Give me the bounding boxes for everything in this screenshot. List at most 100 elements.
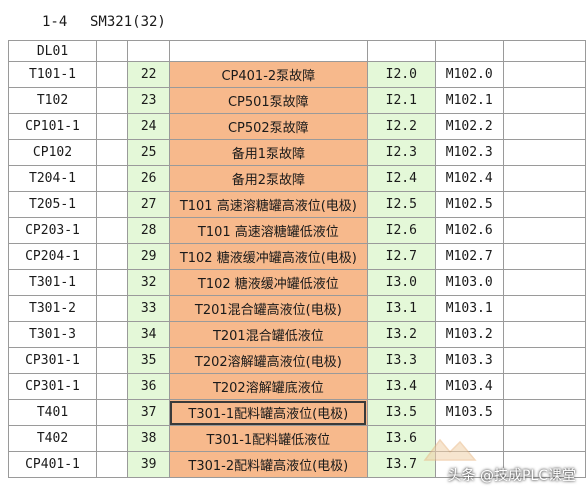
table-row: T402 38 T301-1配料罐低液位 I3.6	[8, 425, 586, 452]
spacer-cell	[95, 425, 129, 452]
tag-cell: CP301-1	[8, 373, 97, 400]
spacer-cell	[95, 269, 129, 296]
memory-address-cell: M102.2	[434, 113, 504, 140]
blank-cell	[502, 40, 586, 62]
input-address-cell: I3.4	[366, 373, 436, 400]
spacer-cell	[95, 61, 129, 88]
description-cell: T202溶解罐高液位(电极)	[168, 347, 368, 374]
spacer-cell	[95, 165, 129, 192]
index-cell: 39	[127, 451, 170, 478]
index-cell: 34	[127, 321, 170, 348]
input-address-cell: I3.3	[366, 347, 436, 374]
memory-address-cell: M103.4	[434, 373, 504, 400]
index-cell: 24	[127, 113, 170, 140]
tag-cell: T301-1	[8, 269, 97, 296]
tag-cell: CP301-1	[8, 347, 97, 374]
blank-cell	[502, 373, 586, 400]
first-row-label: DL01	[8, 40, 97, 62]
input-address-cell: I3.0	[366, 269, 436, 296]
input-address-cell: I2.0	[366, 61, 436, 88]
memory-address-cell: M102.4	[434, 165, 504, 192]
spacer-cell	[95, 451, 129, 478]
index-cell: 29	[127, 243, 170, 270]
tag-cell: T301-3	[8, 321, 97, 348]
memory-address-cell: M102.6	[434, 217, 504, 244]
spacer-cell	[95, 373, 129, 400]
index-cell: 26	[127, 165, 170, 192]
description-cell: 备用2泵故障	[168, 165, 368, 192]
table-row: T102 23 CP501泵故障 I2.1 M102.1	[8, 87, 586, 114]
spacer-cell	[95, 87, 129, 114]
spacer-cell	[95, 139, 129, 166]
memory-address-cell: M103.0	[434, 269, 504, 296]
spacer-cell	[95, 113, 129, 140]
blank-cell	[502, 87, 586, 114]
tag-cell: T102	[8, 87, 97, 114]
blank-cell	[434, 40, 504, 62]
tag-cell: CP401-1	[8, 451, 97, 478]
memory-address-cell: M102.3	[434, 139, 504, 166]
blank-cell	[502, 295, 586, 322]
blank-cell	[502, 425, 586, 452]
spacer-cell	[95, 347, 129, 374]
tag-cell: CP203-1	[8, 217, 97, 244]
description-cell: T201混合罐低液位	[168, 321, 368, 348]
description-cell: T102 糖液缓冲罐高液位(电极)	[168, 243, 368, 270]
input-address-cell: I3.1	[366, 295, 436, 322]
table-row: CP204-1 29 T102 糖液缓冲罐高液位(电极) I2.7 M102.7	[8, 243, 586, 270]
blank-cell	[502, 139, 586, 166]
memory-address-cell: M103.3	[434, 347, 504, 374]
spacer-cell	[95, 217, 129, 244]
description-cell: T101 高速溶糖罐低液位	[168, 217, 368, 244]
blank-cell	[502, 269, 586, 296]
description-cell: T301-1配料罐低液位	[168, 425, 368, 452]
input-address-cell: I3.6	[366, 425, 436, 452]
description-cell: CP501泵故障	[168, 87, 368, 114]
input-address-cell: I2.1	[366, 87, 436, 114]
tag-cell: T401	[8, 399, 97, 426]
spacer-cell	[95, 399, 129, 426]
description-cell: T101 高速溶糖罐高液位(电极)	[168, 191, 368, 218]
module-name: SM321(32)	[90, 14, 166, 30]
tag-cell: CP204-1	[8, 243, 97, 270]
table-row: T101-1 22 CP401-2泵故障 I2.0 M102.0	[8, 61, 586, 88]
io-table: DL01 T101-1 22 CP401-2泵故障 I2.0 M102.0 T102 23 C…	[8, 40, 586, 478]
tag-cell: CP101-1	[8, 113, 97, 140]
spacer-cell	[95, 321, 129, 348]
input-address-cell: I2.2	[366, 113, 436, 140]
memory-address-cell: M102.5	[434, 191, 504, 218]
index-cell: 28	[127, 217, 170, 244]
description-cell: T301-1配料罐高液位(电极)	[168, 399, 368, 426]
table-row: CP102 25 备用1泵故障 I2.3 M102.3	[8, 139, 586, 166]
memory-address-cell: M102.1	[434, 87, 504, 114]
description-cell: CP401-2泵故障	[168, 61, 368, 88]
blank-cell	[502, 399, 586, 426]
index-cell: 27	[127, 191, 170, 218]
blank-cell	[127, 40, 170, 62]
description-cell: T201混合罐高液位(电极)	[168, 295, 368, 322]
blank-cell	[502, 165, 586, 192]
index-cell: 36	[127, 373, 170, 400]
blank-cell	[168, 40, 368, 62]
blank-cell	[502, 451, 586, 478]
index-cell: 33	[127, 295, 170, 322]
index-cell: 38	[127, 425, 170, 452]
tag-cell: T301-2	[8, 295, 97, 322]
tag-cell: CP102	[8, 139, 97, 166]
description-cell: T202溶解罐底液位	[168, 373, 368, 400]
table-row: CP301-1 36 T202溶解罐底液位 I3.4 M103.4	[8, 373, 586, 400]
blank-cell	[502, 113, 586, 140]
blank-cell	[502, 243, 586, 270]
index-cell: 25	[127, 139, 170, 166]
table-row: T301-3 34 T201混合罐低液位 I3.2 M103.2	[8, 321, 586, 348]
input-address-cell: I2.5	[366, 191, 436, 218]
index-cell: 32	[127, 269, 170, 296]
sheet-title-row: 1-4 SM321(32)	[0, 0, 586, 40]
table-row: CP301-1 35 T202溶解罐高液位(电极) I3.3 M103.3	[8, 347, 586, 374]
blank-cell	[502, 191, 586, 218]
tag-cell: T205-1	[8, 191, 97, 218]
description-cell: T301-2配料罐高液位(电极)	[168, 451, 368, 478]
table-row: CP101-1 24 CP502泵故障 I2.2 M102.2	[8, 113, 586, 140]
tag-cell: T101-1	[8, 61, 97, 88]
description-cell: CP502泵故障	[168, 113, 368, 140]
